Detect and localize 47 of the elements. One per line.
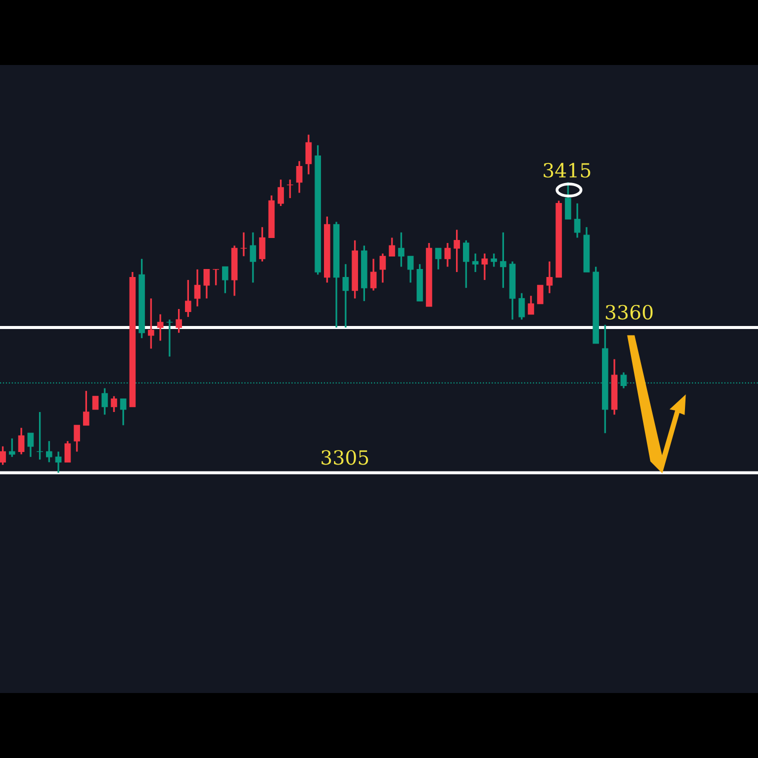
candlestick	[184, 279, 192, 318]
candlestick	[472, 252, 478, 273]
candlestick	[574, 202, 580, 239]
candlestick	[120, 398, 126, 426]
candlestick	[204, 268, 210, 300]
candlestick	[370, 258, 377, 292]
candlestick	[454, 228, 460, 273]
candlestick	[102, 387, 108, 416]
candlestick	[380, 252, 386, 284]
candlestick	[444, 242, 451, 268]
candlestick	[564, 181, 572, 220]
candlestick	[46, 440, 52, 464]
candlestick	[92, 396, 99, 410]
candlestick	[222, 266, 228, 294]
candlestick	[55, 450, 62, 474]
candlestick	[528, 294, 534, 316]
candlestick	[296, 160, 302, 194]
candlestick	[74, 424, 80, 452]
candlestick	[388, 236, 396, 258]
candlestick	[500, 232, 506, 289]
candlestick	[490, 252, 498, 268]
candlestick	[546, 260, 553, 294]
candlestick	[259, 226, 266, 262]
candlestick	[194, 268, 201, 308]
candlestick	[157, 313, 164, 342]
candlestick	[435, 247, 442, 270]
candlestick	[83, 390, 90, 426]
candlestick	[176, 308, 182, 334]
ref-line-label: 3360	[606, 304, 653, 320]
candlestick	[0, 446, 6, 466]
candlestick	[518, 292, 525, 320]
candlestick	[27, 432, 34, 458]
candlestick	[64, 440, 71, 464]
candlestick	[110, 395, 118, 413]
candlestick	[482, 252, 488, 281]
candlestick	[537, 284, 544, 304]
ref-line-label: 3305	[322, 450, 368, 465]
candlestick	[148, 298, 154, 350]
annotation: 3415	[544, 162, 590, 178]
candlestick	[407, 255, 414, 284]
candlestick	[462, 240, 470, 289]
candlestick	[250, 232, 256, 284]
candlestick	[278, 178, 284, 207]
candlestick	[342, 263, 349, 328]
candlestick	[18, 427, 24, 456]
candlestick	[305, 134, 312, 176]
candlestick	[398, 232, 404, 268]
